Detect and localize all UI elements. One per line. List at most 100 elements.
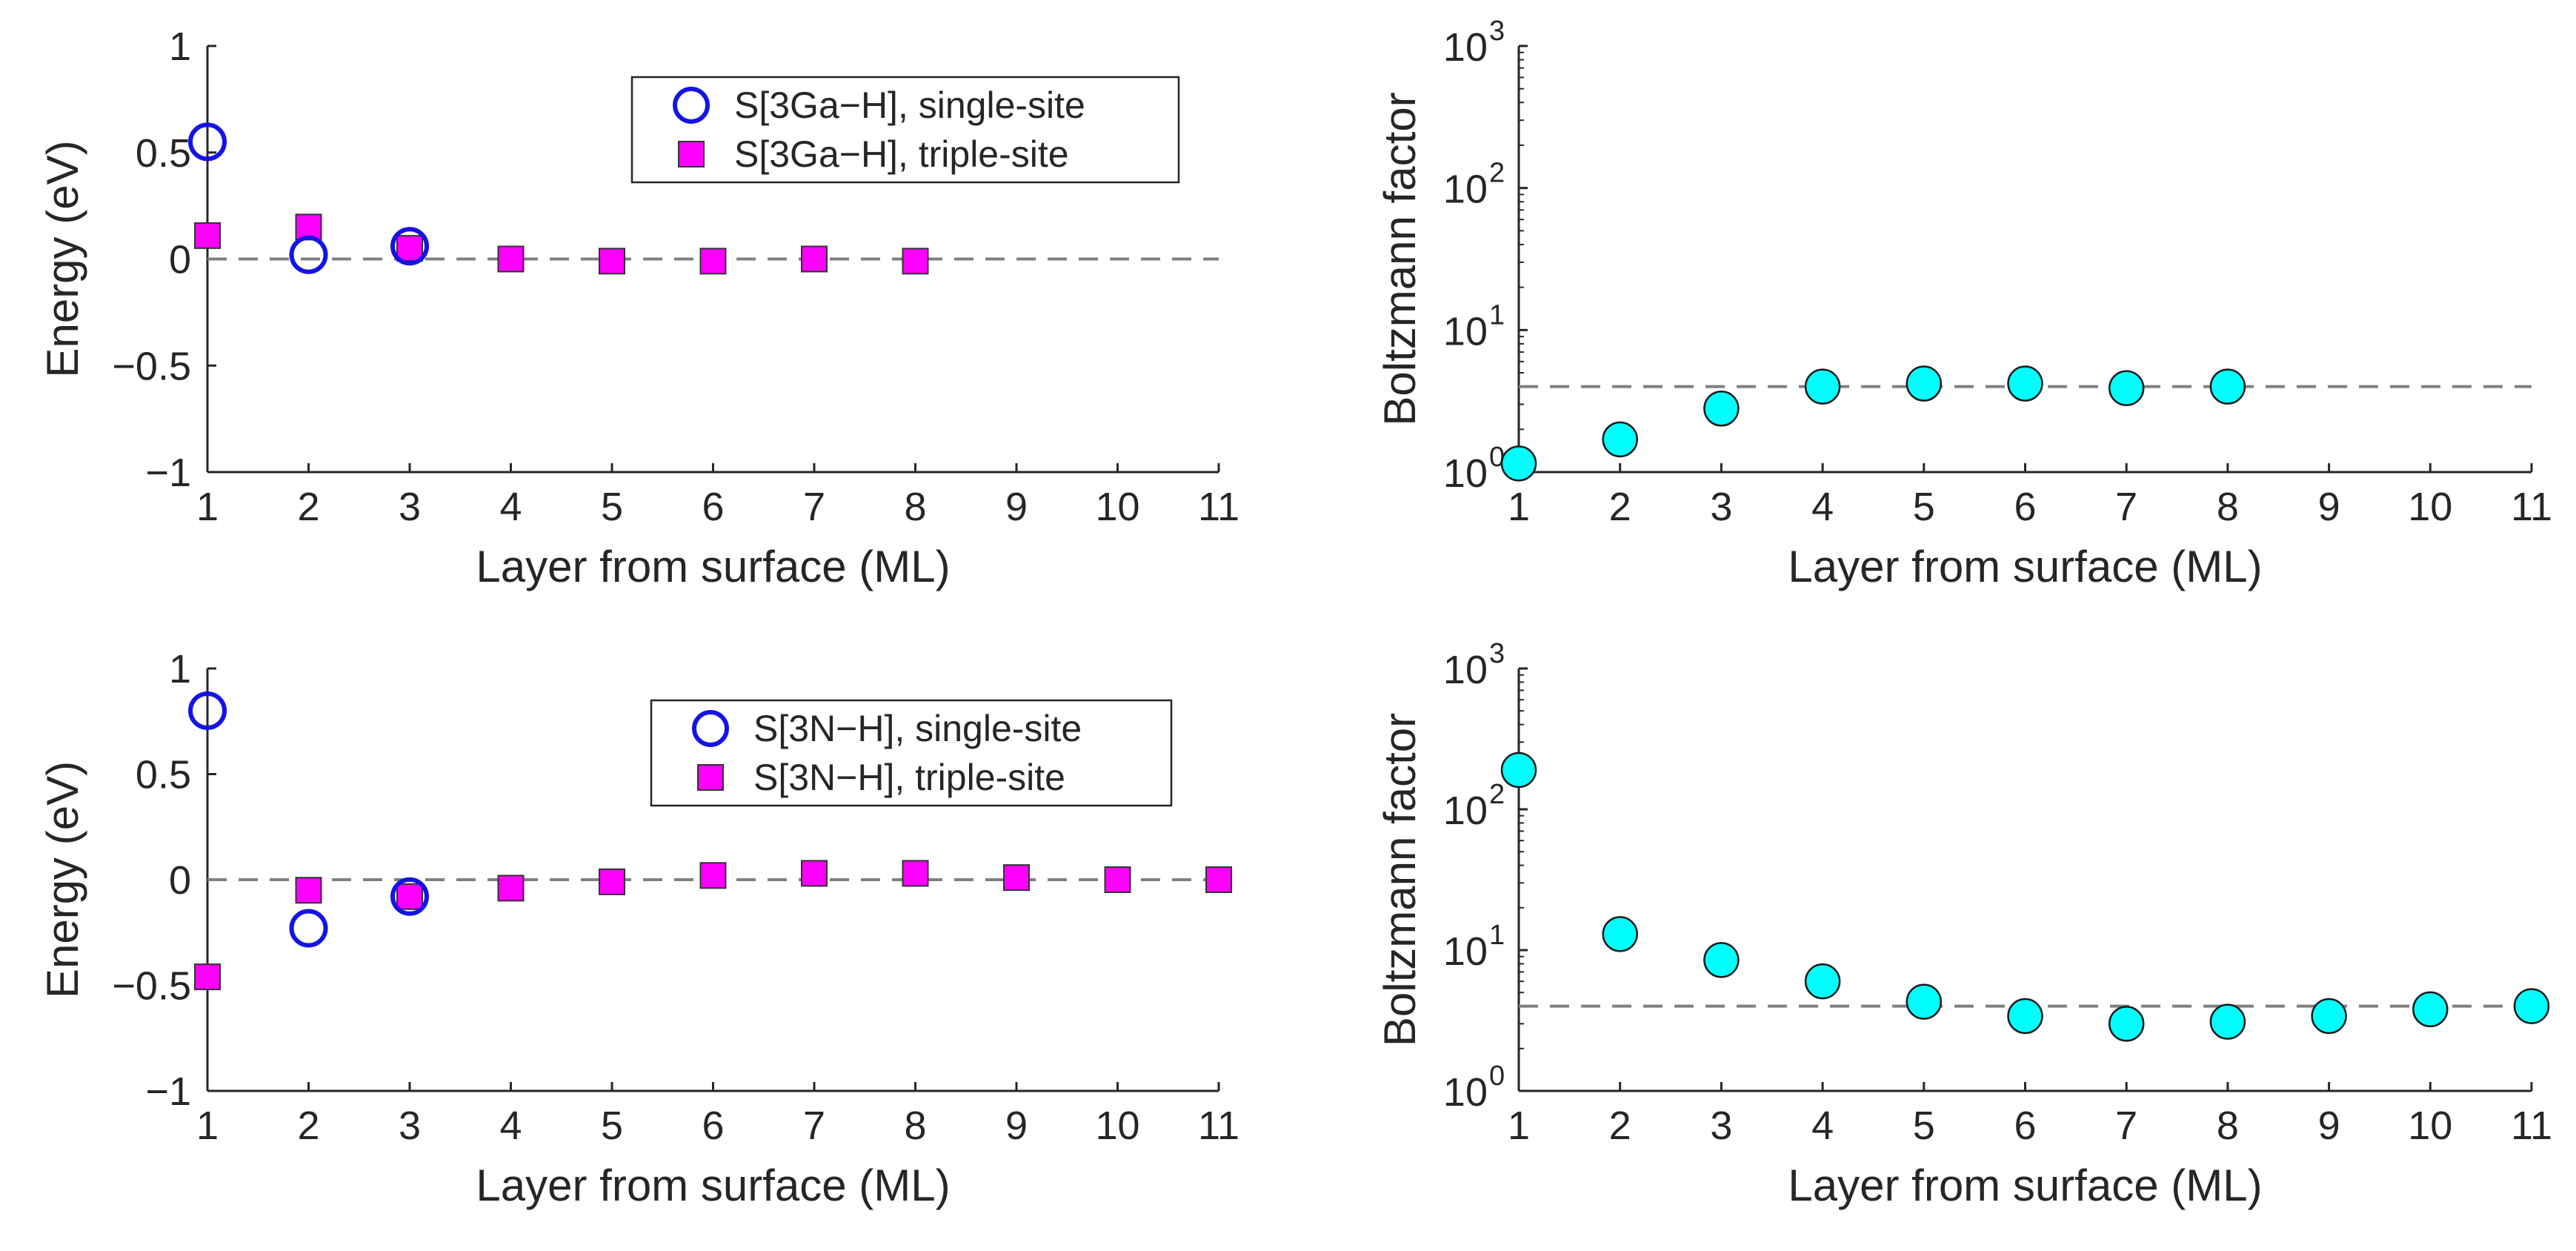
data-point-square bbox=[396, 235, 423, 262]
x-tick-label: 6 bbox=[702, 1104, 724, 1148]
data-point-square bbox=[599, 248, 625, 275]
data-point-square bbox=[497, 875, 525, 902]
data-point-circle bbox=[1906, 365, 1943, 402]
data-point-square bbox=[699, 862, 727, 889]
x-axis-label: Layer from surface (ML) bbox=[476, 542, 950, 591]
x-tick-label: 11 bbox=[2511, 1104, 2552, 1148]
data-point-square bbox=[497, 245, 525, 273]
y-axis-label: Boltzmann factor bbox=[1375, 92, 1425, 425]
x-tick-label: 4 bbox=[499, 1104, 522, 1148]
y-tick-label: −1 bbox=[145, 1069, 191, 1114]
x-tick-label: 10 bbox=[2408, 1104, 2452, 1148]
x-tick-label: 7 bbox=[2115, 1104, 2137, 1148]
data-point-open-circle bbox=[188, 691, 227, 730]
data-point-circle bbox=[1500, 751, 1537, 789]
data-point-circle bbox=[1602, 421, 1638, 458]
legend-label: S[3N−H], triple-site bbox=[753, 757, 1065, 798]
x-tick-label: 11 bbox=[1198, 485, 1239, 529]
legend-marker-open-circle bbox=[673, 87, 710, 124]
x-tick-label: 1 bbox=[1508, 485, 1530, 529]
y-axis-label: Energy (eV) bbox=[38, 761, 87, 998]
y-tick-label: 0.5 bbox=[136, 131, 191, 176]
x-tick-label: 5 bbox=[1913, 1104, 1935, 1148]
x-tick-label: 8 bbox=[2217, 1104, 2239, 1148]
legend-marker-square bbox=[678, 141, 705, 167]
y-tick-label: 10 bbox=[1443, 1070, 1488, 1115]
x-tick-label: 5 bbox=[601, 485, 623, 529]
y-tick-label: 10 bbox=[1443, 309, 1488, 354]
x-axis-label: Layer from surface (ML) bbox=[1788, 542, 2262, 591]
x-tick-label: 5 bbox=[1913, 485, 1935, 529]
legend-label: S[3N−H], single-site bbox=[753, 708, 1082, 749]
x-tick-label: 10 bbox=[1095, 1104, 1139, 1148]
x-tick-label: 6 bbox=[702, 485, 724, 529]
data-point-square bbox=[194, 963, 221, 991]
data-point-open-circle bbox=[289, 235, 328, 274]
data-point-square bbox=[599, 868, 625, 895]
x-axis-label: Layer from surface (ML) bbox=[476, 1161, 950, 1210]
x-tick-label: 3 bbox=[399, 1104, 421, 1148]
legend-marker-open-circle bbox=[692, 710, 729, 747]
data-point-open-circle bbox=[188, 122, 227, 162]
x-tick-label: 7 bbox=[2115, 485, 2137, 529]
x-tick-label: 5 bbox=[601, 1104, 623, 1148]
x-tick-label: 2 bbox=[1609, 1104, 1631, 1148]
data-point-circle bbox=[1804, 963, 1841, 1000]
y-tick-label: 10 bbox=[1443, 167, 1488, 212]
y-tick-label: 0.5 bbox=[136, 753, 191, 797]
y-tick-exponent: 1 bbox=[1489, 299, 1505, 331]
x-tick-label: 8 bbox=[904, 1104, 926, 1148]
x-tick-label: 9 bbox=[2318, 485, 2340, 529]
data-point-square bbox=[1104, 866, 1131, 893]
x-tick-label: 1 bbox=[196, 485, 219, 529]
x-axis-label: Layer from surface (ML) bbox=[1788, 1161, 2262, 1210]
legend-box bbox=[650, 699, 1173, 807]
data-point-circle bbox=[2007, 365, 2043, 402]
x-tick-label: 3 bbox=[1710, 485, 1732, 529]
legend: S[3N−H], single-site S[3N−H], triple-site bbox=[650, 699, 1173, 807]
data-point-square bbox=[699, 248, 727, 275]
x-tick-label: 10 bbox=[1095, 485, 1139, 529]
y-tick-label: 10 bbox=[1443, 929, 1488, 974]
data-point-square bbox=[1003, 864, 1030, 892]
x-tick-label: 2 bbox=[297, 1104, 319, 1148]
x-tick-label: 11 bbox=[1198, 1104, 1239, 1148]
y-tick-exponent: 0 bbox=[1489, 1061, 1505, 1092]
y-tick-label: 10 bbox=[1443, 25, 1488, 70]
y-tick-label: 0 bbox=[169, 858, 191, 903]
y-tick-label: 10 bbox=[1443, 789, 1488, 833]
y-tick-label: −0.5 bbox=[112, 964, 191, 1009]
x-tick-label: 7 bbox=[803, 485, 825, 529]
x-tick-label: 4 bbox=[1811, 485, 1834, 529]
legend: S[3Ga−H], single-site S[3Ga−H], triple-si… bbox=[630, 76, 1180, 184]
x-tick-label: 10 bbox=[2408, 485, 2452, 529]
legend-box bbox=[630, 76, 1180, 184]
y-tick-label: 10 bbox=[1443, 451, 1488, 496]
data-point-circle bbox=[2412, 991, 2449, 1028]
legend-marker-square bbox=[697, 764, 724, 791]
y-tick-label: 10 bbox=[1443, 648, 1488, 692]
data-point-square bbox=[194, 222, 221, 249]
data-point-circle bbox=[1703, 391, 1740, 427]
x-tick-label: 1 bbox=[1508, 1104, 1530, 1148]
x-tick-label: 8 bbox=[904, 485, 926, 529]
y-axis-label: Energy (eV) bbox=[38, 140, 87, 377]
data-point-circle bbox=[1906, 983, 1943, 1020]
legend-label: S[3Ga−H], triple-site bbox=[734, 133, 1069, 175]
data-point-circle bbox=[2007, 998, 2043, 1035]
y-tick-exponent: 2 bbox=[1489, 158, 1505, 189]
data-point-square bbox=[902, 248, 929, 275]
data-point-circle bbox=[2209, 1003, 2246, 1040]
x-tick-label: 4 bbox=[499, 485, 522, 529]
y-tick-exponent: 1 bbox=[1489, 920, 1505, 951]
data-point-circle bbox=[2108, 370, 2145, 406]
x-tick-label: 2 bbox=[297, 485, 319, 529]
x-tick-label: 9 bbox=[2318, 1104, 2340, 1148]
y-axis-label: Boltzmann factor bbox=[1375, 713, 1425, 1046]
y-tick-label: −1 bbox=[145, 451, 191, 495]
legend-label: S[3Ga−H], single-site bbox=[734, 84, 1085, 126]
data-point-circle bbox=[1703, 942, 1740, 978]
